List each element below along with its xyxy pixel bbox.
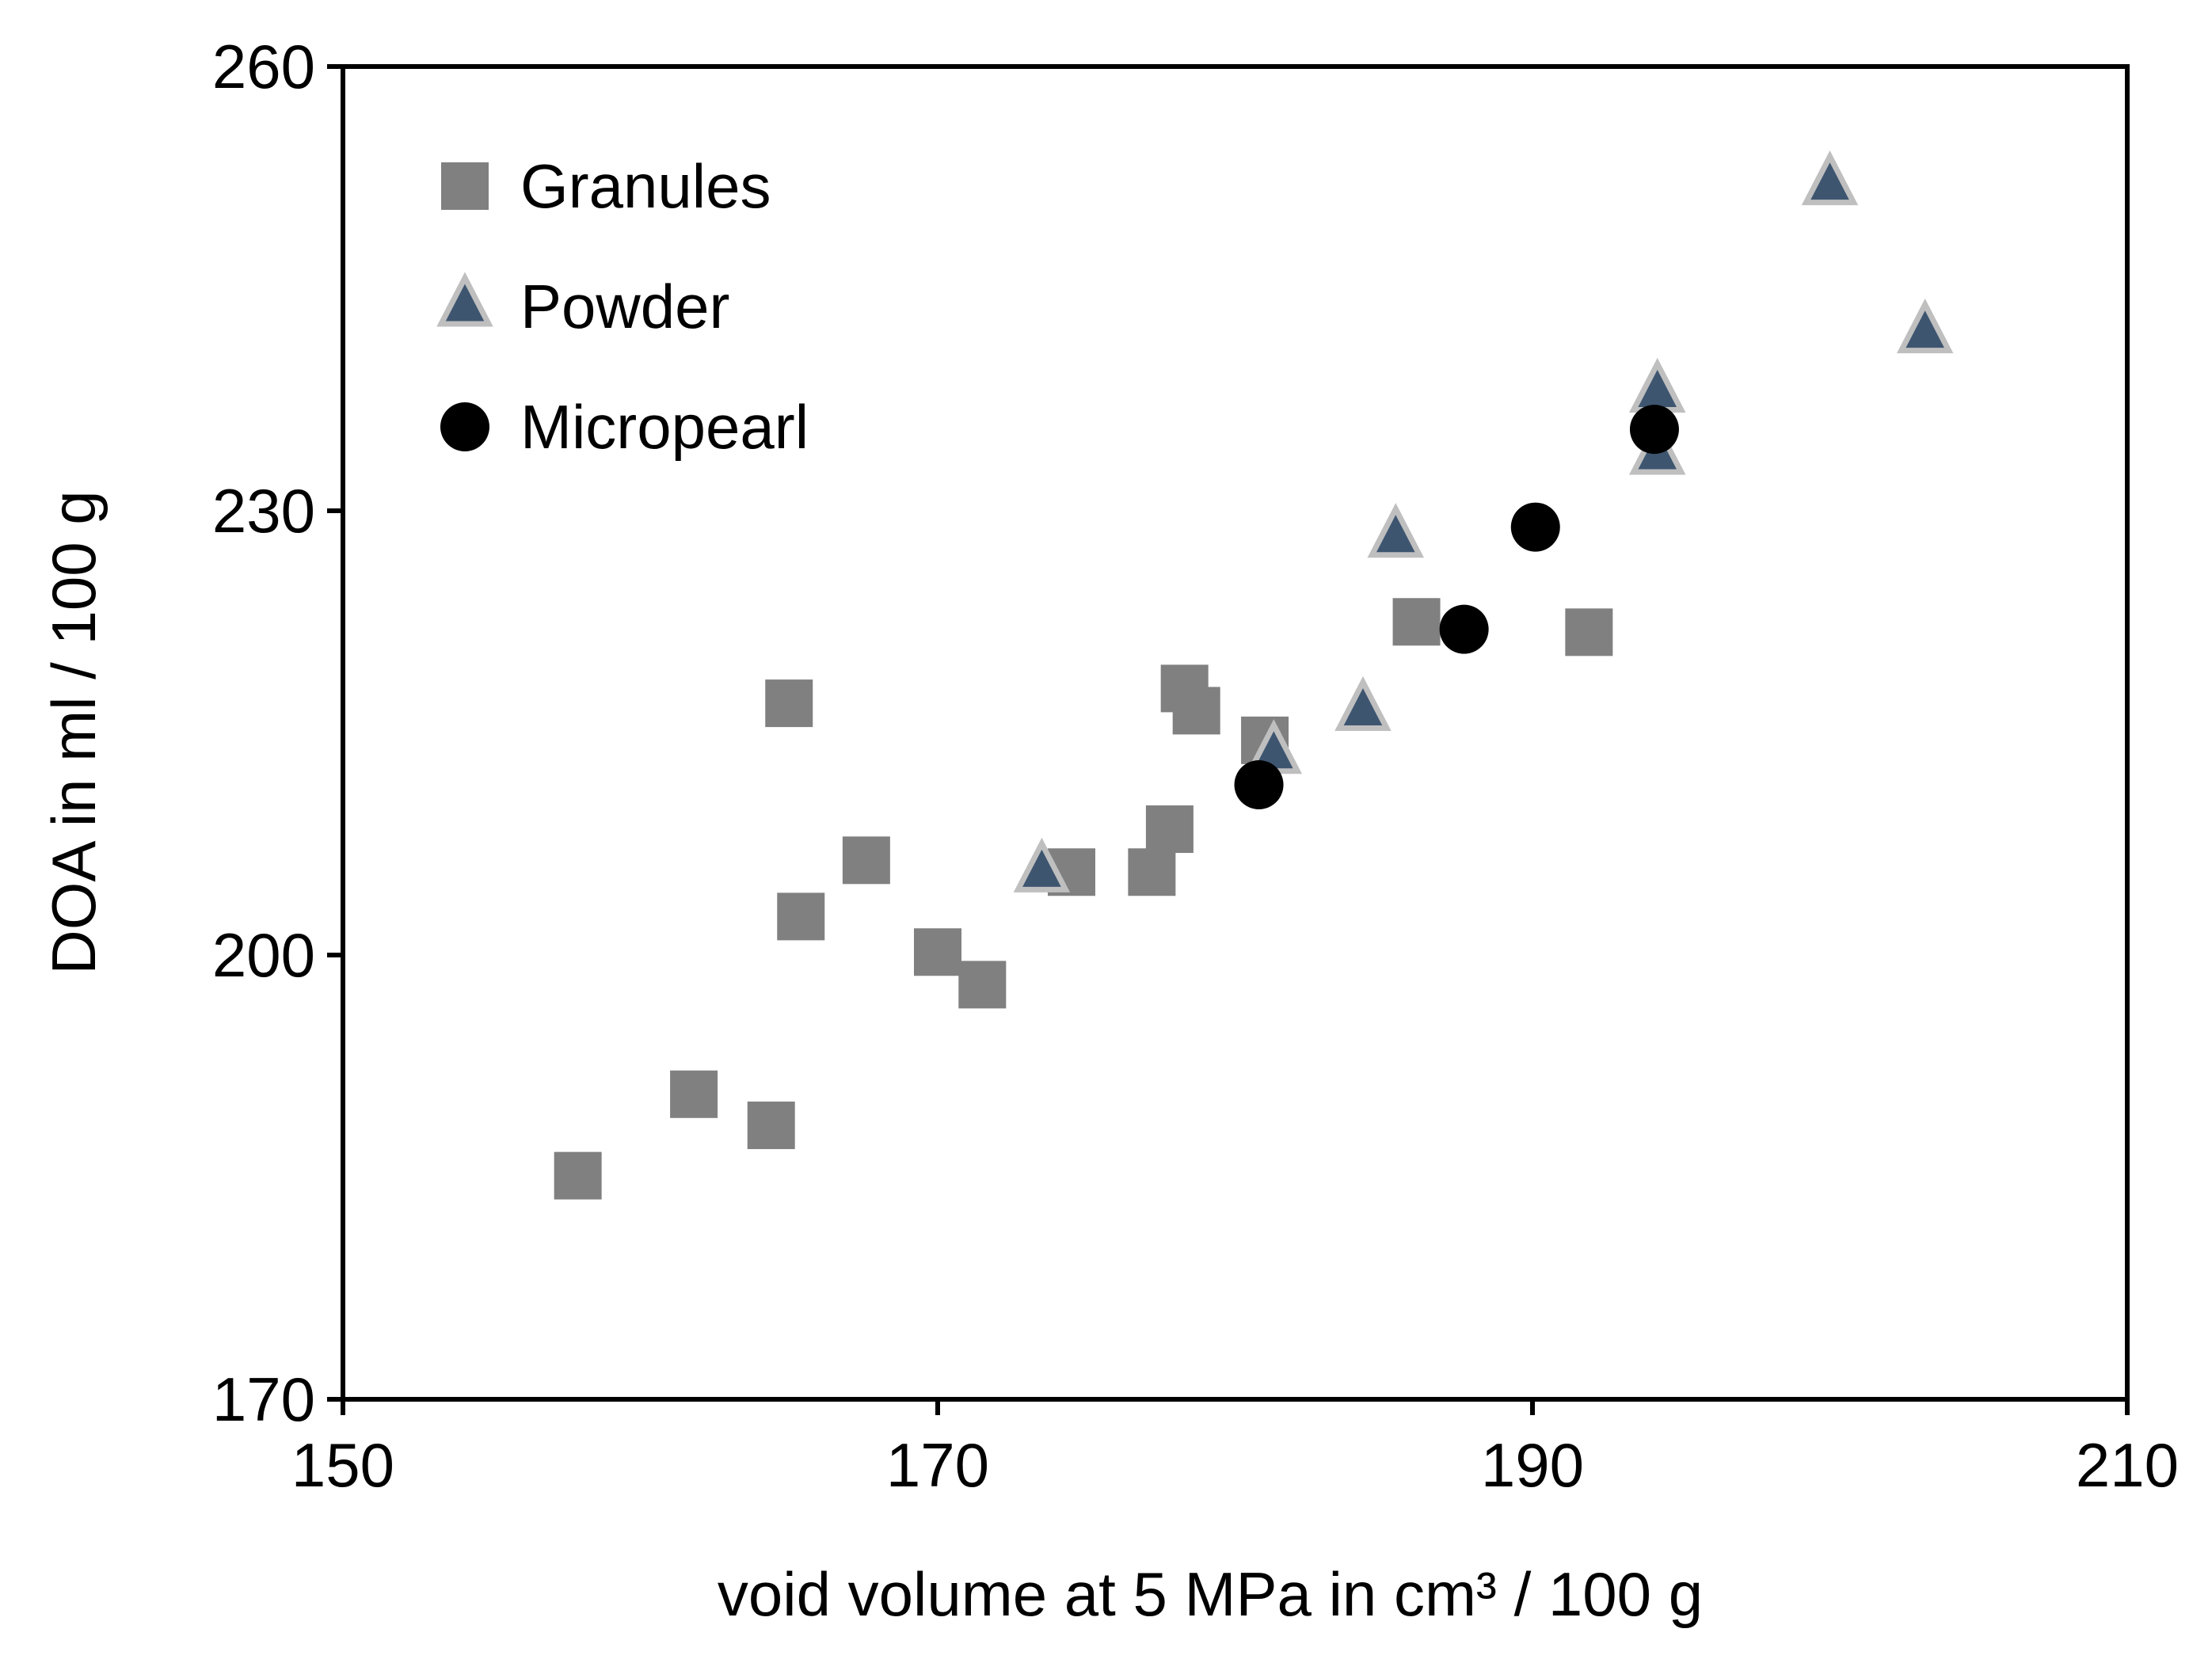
micropearl-point [1510,502,1560,552]
plot-area-frame [341,64,2130,1402]
legend-label-micropearl: Micropearl [520,392,809,462]
granules-point [747,1102,795,1150]
powder-point [1334,675,1392,731]
legend-marker-granules [441,162,489,210]
micropearl-point [1629,405,1679,455]
legend: Granules Powder Micropearl [436,151,809,462]
x-axis-title: void volume at 5 MPa in cm³ / 100 g [718,1559,1703,1629]
legend-marker-micropearl [440,402,489,451]
legend-item-powder: Powder [436,272,729,341]
granules-point [765,679,813,728]
series-micropearl [1234,405,1679,809]
granules-point [914,928,961,976]
y-axis-title: DOA in ml / 100 g [39,490,109,974]
x-tick-label: 190 [1481,1430,1584,1500]
legend-item-micropearl: Micropearl [440,392,809,462]
x-tick-label: 210 [2076,1430,2179,1500]
granules-point [777,892,825,941]
x-tick-label: 170 [886,1430,989,1500]
powder-point [1896,299,1954,354]
y-tick-label: 200 [212,920,315,990]
y-tick-label: 170 [212,1364,315,1434]
granules-point [1565,608,1613,656]
powder-point [1801,150,1859,206]
legend-label-powder: Powder [520,272,729,341]
legend-label-granules: Granules [520,151,771,221]
micropearl-point [1439,604,1489,654]
granules-point [670,1070,718,1118]
powder-point [1367,503,1425,558]
legend-item-granules: Granules [441,151,771,221]
micropearl-point [1234,759,1284,809]
granules-point [554,1151,602,1200]
granules-point [1128,848,1176,896]
y-tick-label: 230 [212,476,315,546]
granules-point [1172,687,1220,735]
x-tick-label: 150 [291,1430,394,1500]
y-tick-label: 260 [212,32,315,101]
legend-marker-powder [436,272,493,327]
data-points-layer [554,150,1954,1200]
granules-point [842,836,890,885]
powder-point [1013,837,1071,892]
granules-point [1145,805,1194,854]
granules-point [958,961,1007,1009]
granules-point [1392,598,1441,646]
